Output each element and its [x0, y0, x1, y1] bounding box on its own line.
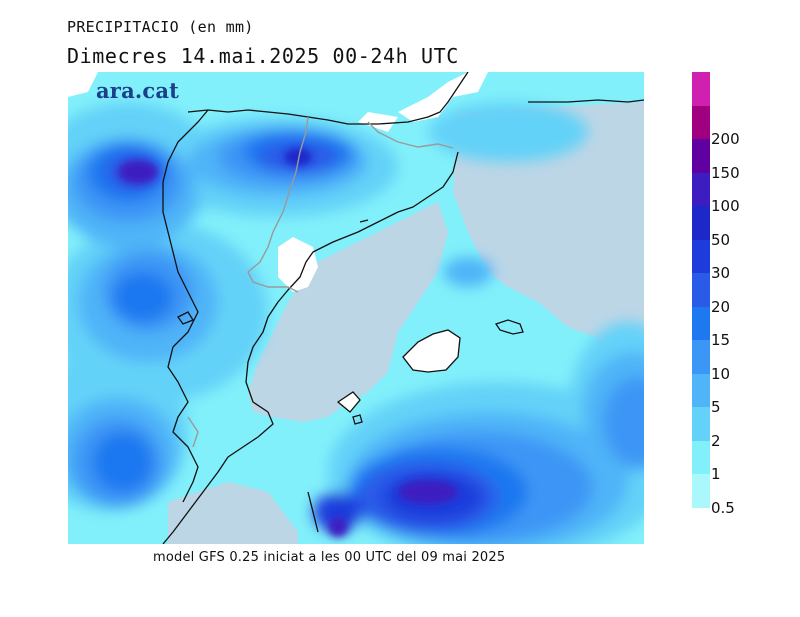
legend-swatch	[692, 206, 710, 241]
legend-swatch	[692, 474, 710, 509]
legend-swatch	[692, 139, 710, 174]
legend-swatch	[692, 306, 710, 341]
map-subtitle-date: Dimecres 14.mai.2025 00-24h UTC	[67, 44, 459, 68]
model-run-info: model GFS 0.25 iniciat a les 00 UTC del …	[153, 550, 506, 565]
legend-label: 150	[711, 163, 740, 182]
legend-label: 200	[711, 130, 740, 149]
coastline	[162, 72, 644, 544]
map-title: PRECIPITACIO (en mm)	[67, 18, 254, 36]
legend-label: 50	[711, 230, 731, 249]
dry-land-mallorca	[403, 330, 460, 372]
dry-sea-area	[453, 102, 644, 342]
legend-label: 100	[711, 197, 740, 216]
legend-swatch	[692, 172, 710, 207]
legend-label: 20	[711, 297, 731, 316]
legend-swatch	[692, 440, 710, 475]
precipitation-legend	[692, 72, 710, 509]
balearic-islands	[177, 311, 524, 425]
dry-land-ibiza	[338, 392, 360, 412]
precipitation-map	[68, 72, 644, 544]
dry-sea-area-coast	[248, 202, 448, 422]
legend-swatch	[692, 407, 710, 442]
ara-cat-logo: ara.cat	[96, 78, 180, 103]
legend-label: 30	[711, 264, 731, 283]
legend-swatch	[692, 72, 710, 107]
dry-land-coast	[278, 237, 318, 292]
legend-label: 10	[711, 364, 731, 383]
legend-swatch	[692, 273, 710, 308]
legend-swatch	[692, 105, 710, 140]
dry-sea-area-south	[168, 482, 298, 544]
legend-label: 15	[711, 331, 731, 350]
country-borders	[187, 116, 454, 448]
legend-swatch	[692, 239, 710, 274]
dry-land-north	[358, 112, 398, 132]
legend-label: 5	[711, 398, 721, 417]
legend-label: 2	[711, 431, 721, 450]
legend-label: 1	[711, 465, 721, 484]
legend-label: 0.5	[711, 499, 735, 517]
dry-land-ne	[398, 72, 488, 122]
legend-swatch	[692, 340, 710, 375]
legend-swatch	[692, 373, 710, 408]
dry-land-nw	[68, 72, 98, 97]
